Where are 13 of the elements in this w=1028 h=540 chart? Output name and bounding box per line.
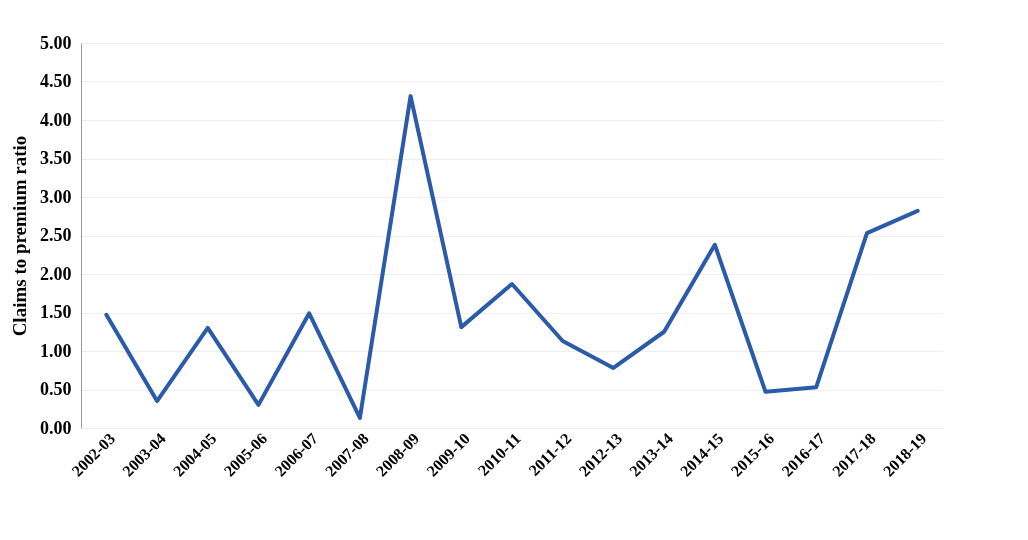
y-tick-label: 2.00	[40, 263, 72, 284]
y-tick-label: 0.00	[40, 417, 72, 438]
y-tick-label: 4.50	[40, 71, 72, 91]
y-tick-label: 4.00	[40, 109, 72, 130]
y-tick-label: 1.50	[40, 302, 72, 322]
y-tick-label: 2.50	[40, 225, 72, 245]
line-series	[104, 94, 920, 420]
y-tick-label: 0.50	[40, 379, 72, 399]
y-tick-label: 3.50	[40, 148, 72, 168]
y-tick-label: 1.00	[40, 340, 72, 361]
y-tick-label: 3.00	[40, 186, 72, 207]
y-tick-label: 5.00	[40, 32, 72, 53]
y-axis-title: Claims to premium ratio	[9, 135, 30, 337]
